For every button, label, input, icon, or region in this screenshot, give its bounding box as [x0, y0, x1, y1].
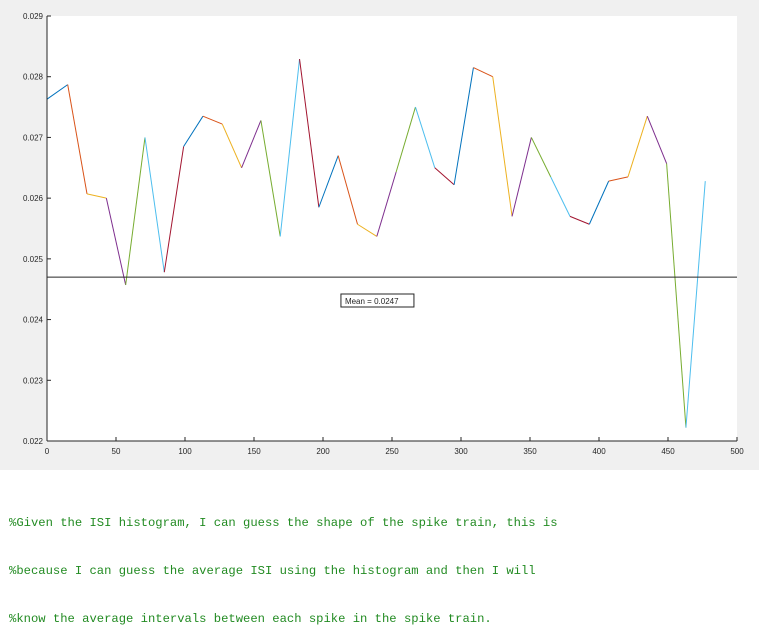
x-tick-label: 100: [178, 447, 192, 456]
x-tick-label: 500: [730, 447, 744, 456]
series-segment: [318, 155, 339, 208]
series-segment: [105, 198, 127, 286]
series-segment: [646, 115, 668, 164]
series-segment: [627, 116, 648, 178]
series-segment: [163, 146, 185, 273]
series-segment: [279, 59, 301, 237]
y-tick-label: 0.025: [23, 255, 44, 264]
series-segment: [357, 223, 378, 237]
series-segment: [221, 123, 243, 168]
y-tick-label: 0.029: [23, 12, 44, 21]
series-segment: [588, 180, 610, 225]
series-segment: [183, 115, 204, 147]
mean-annotation: Mean = 0.0247: [340, 293, 415, 308]
x-tick-label: 250: [385, 447, 399, 456]
mean-annotation-label: Mean = 0.0247: [345, 297, 399, 306]
series-segment: [434, 167, 455, 186]
mean-annotation-box: [340, 293, 415, 308]
series-segment: [473, 67, 493, 78]
comment-block: %Given the ISI histogram, I can guess th…: [9, 483, 754, 643]
series-segment: [67, 84, 88, 194]
y-tick-label: 0.028: [23, 73, 44, 82]
x-ticks: 0 50 100 150 200 250 300 350 400 450 500: [45, 437, 744, 456]
y-tick-label: 0.023: [23, 376, 44, 385]
plot-area: [47, 16, 737, 441]
comment-line: %because I can guess the average ISI usi…: [9, 564, 536, 578]
y-tick-label: 0.026: [23, 194, 44, 203]
y-tick-label: 0.022: [23, 437, 44, 446]
series-segment: [550, 176, 571, 217]
series-segment: [241, 120, 262, 168]
series-segment: [685, 181, 706, 428]
series-segment: [202, 115, 223, 125]
series-segment: [46, 84, 68, 100]
series-segment: [608, 176, 629, 182]
series-segment: [299, 59, 320, 208]
comment-line: %know the average intervals between each…: [9, 612, 492, 626]
series-segment: [414, 106, 436, 168]
series-segment: [569, 215, 590, 225]
series-segment: [260, 120, 281, 237]
series-segment: [376, 171, 397, 237]
x-tick-label: 400: [592, 447, 606, 456]
series-layer: [46, 59, 706, 428]
x-tick-label: 0: [45, 447, 50, 456]
series-segment: [492, 76, 513, 217]
x-tick-label: 350: [523, 447, 537, 456]
series-segment: [125, 137, 146, 286]
y-tick-label: 0.027: [23, 133, 44, 142]
series-segment: [144, 137, 165, 273]
series-segment: [395, 106, 416, 173]
series-segment: [666, 163, 687, 428]
figure-window: 0 50 100 150 200 250 300 350 400 450 500 0.022 0.02…: [0, 0, 759, 470]
x-tick-label: 300: [454, 447, 468, 456]
line-chart: 0 50 100 150 200 250 300 350 400 450 500 0.0220.02…: [23, 12, 744, 456]
series-segment: [337, 155, 358, 225]
y-ticks: 0.022 0.023 0.024 0.025 0.026 0.027 0.028 0.029: [23, 12, 51, 446]
comment-line: %Given the ISI histogram, I can guess th…: [9, 516, 558, 530]
x-tick-label: 50: [112, 447, 121, 456]
series-segment: [86, 193, 107, 199]
x-tick-label: 150: [247, 447, 261, 456]
x-tick-label: 450: [661, 447, 675, 456]
series-segment: [453, 67, 474, 185]
series-segment: [511, 137, 532, 217]
x-tick-label: 200: [316, 447, 330, 456]
y-tick-label: 0.024: [23, 316, 44, 325]
series-segment: [530, 137, 552, 178]
